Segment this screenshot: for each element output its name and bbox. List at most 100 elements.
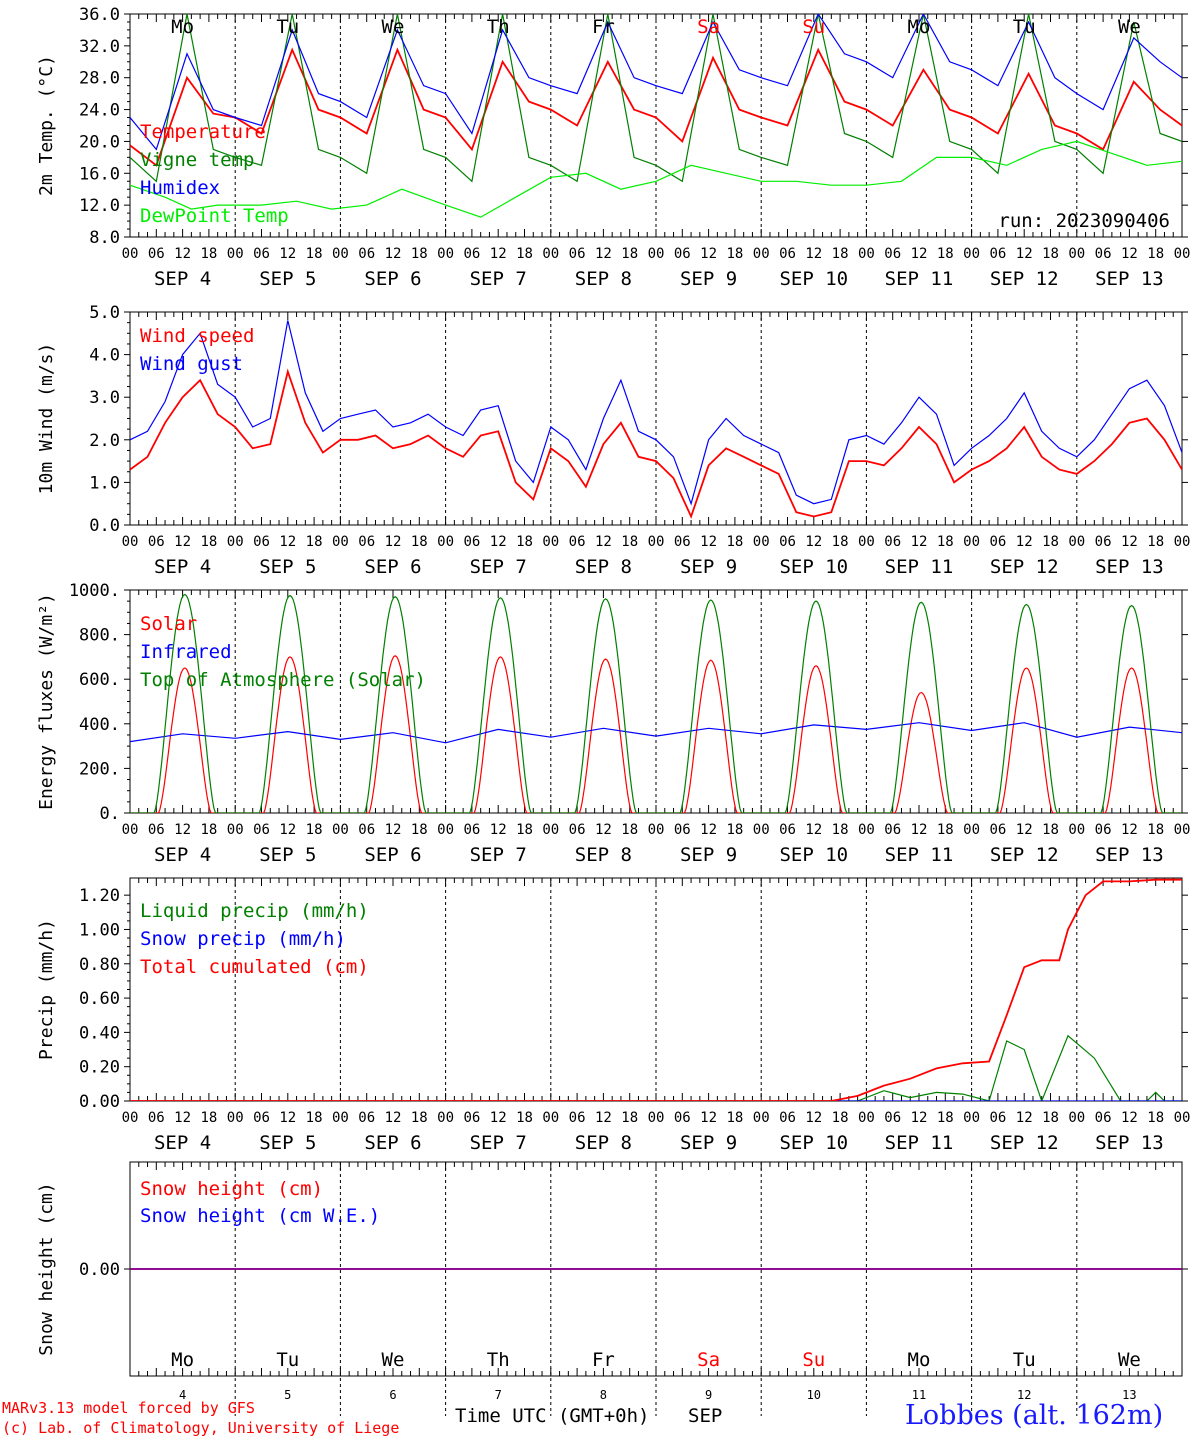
hour-label: 18 — [832, 534, 849, 550]
series-line-3 — [130, 14, 1182, 151]
hour-label: 18 — [1042, 822, 1059, 838]
date-label: SEP 5 — [259, 844, 316, 866]
legend-entry: Liquid precip (mm/h) — [140, 900, 369, 922]
y-tick-label: 0.80 — [79, 955, 120, 975]
hour-label: 18 — [621, 1110, 638, 1126]
date-label: SEP 12 — [990, 556, 1059, 578]
panel-4: 0.00 0.20 0.40 0.60 0.80 1.00 1.20 Precip (mm/h… — [36, 877, 1191, 1154]
hour-label: 06 — [463, 1110, 480, 1126]
hour-label: 18 — [832, 246, 849, 262]
hour-label: 00 — [858, 822, 875, 838]
hour-label: 12 — [279, 1110, 296, 1126]
hour-label: 06 — [884, 1110, 901, 1126]
day-number: 4 — [179, 1388, 186, 1402]
run-annotation: run: 2023090406 — [998, 210, 1170, 232]
hour-label: 12 — [700, 822, 717, 838]
series-line-2 — [130, 722, 1182, 744]
hour-label: 00 — [963, 534, 980, 550]
legend-entry: Solar — [140, 613, 197, 635]
y-tick-label: 32.0 — [79, 37, 120, 57]
hour-label: 18 — [937, 534, 954, 550]
y-tick-label: 8.0 — [89, 228, 120, 248]
hour-label: 00 — [1174, 1110, 1191, 1126]
day-number: 9 — [705, 1388, 712, 1402]
hour-label: 00 — [753, 822, 770, 838]
date-label: SEP 4 — [154, 556, 211, 578]
hour-label: 18 — [621, 246, 638, 262]
hour-label: 18 — [1042, 534, 1059, 550]
hour-label: 18 — [1147, 534, 1164, 550]
legend-entry: Humidex — [140, 177, 220, 199]
series-group — [130, 14, 1182, 218]
hour-label: 18 — [411, 822, 428, 838]
weekday-label: Tu — [1013, 1349, 1036, 1371]
hour-label: 18 — [1147, 822, 1164, 838]
hour-label: 00 — [122, 534, 139, 550]
hour-label: 00 — [1174, 534, 1191, 550]
y-axis-label: Snow height (cm) — [36, 1182, 57, 1355]
hour-label: 12 — [174, 534, 191, 550]
weekday-label: Sa — [697, 16, 720, 38]
hour-label: 18 — [411, 1110, 428, 1126]
series-group — [130, 593, 1182, 813]
hour-label: 18 — [1147, 246, 1164, 262]
hour-label: 12 — [805, 1110, 822, 1126]
weekday-label: Tu — [276, 16, 299, 38]
weekday-label: We — [1118, 1349, 1141, 1371]
hour-label: 12 — [595, 1110, 612, 1126]
date-label: SEP 7 — [470, 268, 527, 290]
y-tick-label: 24.0 — [79, 101, 120, 121]
hour-label: 06 — [674, 822, 691, 838]
legend-entry: Snow height (cm W.E.) — [140, 1205, 380, 1227]
series-line-1 — [130, 368, 1182, 519]
weekday-label: Tu — [276, 1349, 299, 1371]
series-line-2 — [130, 320, 1182, 506]
date-label: SEP 12 — [990, 1132, 1059, 1154]
day-number: 12 — [1017, 1388, 1031, 1402]
hour-label: 06 — [779, 534, 796, 550]
hour-label: 06 — [358, 246, 375, 262]
panel-5: 0.00 Snow height (cm) Snow height (cm) Snow… — [36, 1161, 1188, 1416]
hour-label: 06 — [358, 1110, 375, 1126]
hour-label: 00 — [227, 822, 244, 838]
hour-label: 12 — [1121, 246, 1138, 262]
hour-label: 00 — [542, 534, 559, 550]
y-tick-label: 4.0 — [89, 346, 120, 366]
y-tick-label: 0. — [100, 804, 120, 824]
y-axis-label: 2m Temp. (°C) — [36, 55, 57, 196]
hour-label: 12 — [490, 822, 507, 838]
weekday-label: Mo — [908, 1349, 931, 1371]
hour-label: 12 — [911, 246, 928, 262]
hour-label: 18 — [1042, 246, 1059, 262]
hour-label: 18 — [726, 1110, 743, 1126]
hour-label: 06 — [569, 246, 586, 262]
hour-label: 00 — [753, 534, 770, 550]
hour-label: 06 — [148, 246, 165, 262]
date-label: SEP 12 — [990, 844, 1059, 866]
series-line-3 — [130, 878, 1182, 1101]
hour-label: 06 — [253, 1110, 270, 1126]
hour-label: 12 — [279, 246, 296, 262]
hour-label: 12 — [911, 534, 928, 550]
date-label: SEP 9 — [680, 556, 737, 578]
legend-entry: Temperature — [140, 121, 266, 143]
hour-label: 06 — [358, 534, 375, 550]
hour-label: 12 — [279, 534, 296, 550]
hour-label: 12 — [700, 1110, 717, 1126]
hour-label: 18 — [726, 534, 743, 550]
hour-label: 00 — [858, 1110, 875, 1126]
hour-label: 18 — [306, 1110, 323, 1126]
hour-label: 00 — [963, 246, 980, 262]
hour-label: 12 — [1016, 1110, 1033, 1126]
date-label: SEP 7 — [470, 1132, 527, 1154]
y-tick-label: 0.00 — [79, 1092, 120, 1112]
date-label: SEP 6 — [364, 844, 421, 866]
day-number: 10 — [807, 1388, 821, 1402]
date-label: SEP 11 — [885, 1132, 954, 1154]
hour-label: 12 — [595, 822, 612, 838]
day-number: 8 — [600, 1388, 607, 1402]
hour-label: 12 — [700, 534, 717, 550]
y-tick-label: 0.60 — [79, 989, 120, 1009]
hour-label: 12 — [174, 1110, 191, 1126]
legend-entry: Wind gust — [140, 353, 243, 375]
